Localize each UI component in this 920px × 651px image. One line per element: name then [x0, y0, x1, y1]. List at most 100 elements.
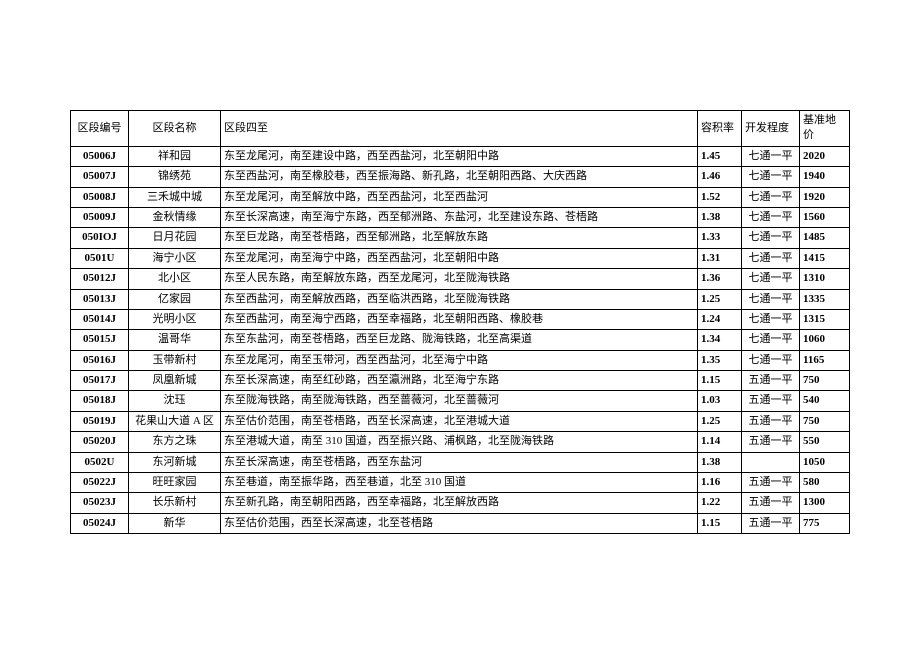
- cell-dev: 七通一平: [742, 350, 800, 370]
- table-row: 05008J三禾城中城东至龙尾河，南至解放中路，西至西盐河，北至西盐河1.52七…: [71, 187, 850, 207]
- cell-ratio: 1.33: [698, 228, 742, 248]
- cell-dev: 五通一平: [742, 493, 800, 513]
- cell-dev: 五通一平: [742, 371, 800, 391]
- cell-desc: 东至长深高速，南至海宁东路，西至郁洲路、东盐河，北至建设东路、苍梧路: [221, 207, 698, 227]
- cell-name: 花果山大道 A 区: [129, 411, 221, 431]
- cell-ratio: 1.52: [698, 187, 742, 207]
- cell-id: 05024J: [71, 513, 129, 533]
- cell-id: 05014J: [71, 309, 129, 329]
- cell-desc: 东至新孔路，南至朝阳西路，西至幸福路，北至解放西路: [221, 493, 698, 513]
- cell-dev: 七通一平: [742, 207, 800, 227]
- cell-desc: 东至龙尾河，南至玉带河，西至西盐河，北至海宁中路: [221, 350, 698, 370]
- cell-ratio: 1.35: [698, 350, 742, 370]
- cell-dev: 五通一平: [742, 432, 800, 452]
- cell-name: 锦绣苑: [129, 167, 221, 187]
- col-header-name: 区段名称: [129, 111, 221, 147]
- cell-id: 05023J: [71, 493, 129, 513]
- cell-id: 05019J: [71, 411, 129, 431]
- cell-ratio: 1.15: [698, 371, 742, 391]
- cell-price: 1050: [800, 452, 850, 472]
- cell-desc: 东至龙尾河，南至海宁中路，西至西盐河，北至朝阳中路: [221, 248, 698, 268]
- cell-name: 温哥华: [129, 330, 221, 350]
- cell-dev: 七通一平: [742, 228, 800, 248]
- cell-name: 新华: [129, 513, 221, 533]
- table-row: 05013J亿家园东至西盐河，南至解放西路，西至临洪西路，北至陇海铁路1.25七…: [71, 289, 850, 309]
- cell-dev: 五通一平: [742, 513, 800, 533]
- cell-name: 三禾城中城: [129, 187, 221, 207]
- table-body: 05006J祥和园东至龙尾河，南至建设中路，西至西盐河，北至朝阳中路1.45七通…: [71, 146, 850, 533]
- cell-price: 2020: [800, 146, 850, 166]
- cell-desc: 东至估价范围，南至苍梧路，西至长深高速，北至港城大道: [221, 411, 698, 431]
- cell-price: 580: [800, 473, 850, 493]
- col-header-price: 基准地价: [800, 111, 850, 147]
- cell-name: 凤凰新城: [129, 371, 221, 391]
- table-row: 05018J沈珏东至陇海铁路，南至陇海铁路，西至蔷薇河，北至蔷薇河1.03五通一…: [71, 391, 850, 411]
- cell-ratio: 1.22: [698, 493, 742, 513]
- cell-dev: 七通一平: [742, 248, 800, 268]
- cell-price: 1315: [800, 309, 850, 329]
- col-header-id: 区段编号: [71, 111, 129, 147]
- cell-price: 1060: [800, 330, 850, 350]
- cell-id: 05008J: [71, 187, 129, 207]
- cell-name: 东河新城: [129, 452, 221, 472]
- cell-price: 540: [800, 391, 850, 411]
- cell-name: 玉带新村: [129, 350, 221, 370]
- cell-dev: 七通一平: [742, 146, 800, 166]
- table-row: 05009J金秋情缘东至长深高速，南至海宁东路，西至郁洲路、东盐河，北至建设东路…: [71, 207, 850, 227]
- table-row: 05023J长乐新村东至新孔路，南至朝阳西路，西至幸福路，北至解放西路1.22五…: [71, 493, 850, 513]
- cell-id: 05017J: [71, 371, 129, 391]
- cell-ratio: 1.31: [698, 248, 742, 268]
- col-header-desc: 区段四至: [221, 111, 698, 147]
- cell-price: 1920: [800, 187, 850, 207]
- page: 区段编号 区段名称 区段四至 容积率 开发程度 基准地价 05006J祥和园东至…: [0, 0, 920, 534]
- cell-ratio: 1.14: [698, 432, 742, 452]
- cell-name: 日月花园: [129, 228, 221, 248]
- cell-ratio: 1.46: [698, 167, 742, 187]
- cell-dev: 七通一平: [742, 269, 800, 289]
- cell-id: 05016J: [71, 350, 129, 370]
- cell-price: 750: [800, 371, 850, 391]
- cell-name: 长乐新村: [129, 493, 221, 513]
- cell-ratio: 1.03: [698, 391, 742, 411]
- cell-price: 1485: [800, 228, 850, 248]
- table-row: 05016J玉带新村东至龙尾河，南至玉带河，西至西盐河，北至海宁中路1.35七通…: [71, 350, 850, 370]
- cell-desc: 东至估价范围，西至长深高速，北至苍梧路: [221, 513, 698, 533]
- cell-ratio: 1.15: [698, 513, 742, 533]
- cell-dev: 五通一平: [742, 391, 800, 411]
- cell-id: 050IOJ: [71, 228, 129, 248]
- cell-name: 东方之珠: [129, 432, 221, 452]
- cell-price: 1300: [800, 493, 850, 513]
- cell-ratio: 1.34: [698, 330, 742, 350]
- table-header-row: 区段编号 区段名称 区段四至 容积率 开发程度 基准地价: [71, 111, 850, 147]
- cell-desc: 东至龙尾河，南至建设中路，西至西盐河，北至朝阳中路: [221, 146, 698, 166]
- cell-name: 旺旺家园: [129, 473, 221, 493]
- table-row: 05024J新华东至估价范围，西至长深高速，北至苍梧路1.15五通一平775: [71, 513, 850, 533]
- table-row: 05022J旺旺家园东至巷道，南至振华路，西至巷道，北至 310 国道1.16五…: [71, 473, 850, 493]
- table-row: 05020J东方之珠东至港城大道，南至 310 国道，西至振兴路、浦枫路，北至陇…: [71, 432, 850, 452]
- cell-dev: 五通一平: [742, 473, 800, 493]
- cell-desc: 东至西盐河，南至海宁西路，西至幸福路，北至朝阳西路、橡胶巷: [221, 309, 698, 329]
- cell-id: 05013J: [71, 289, 129, 309]
- cell-price: 1415: [800, 248, 850, 268]
- cell-desc: 东至龙尾河，南至解放中路，西至西盐河，北至西盐河: [221, 187, 698, 207]
- cell-ratio: 1.25: [698, 411, 742, 431]
- cell-desc: 东至陇海铁路，南至陇海铁路，西至蔷薇河，北至蔷薇河: [221, 391, 698, 411]
- cell-id: 05012J: [71, 269, 129, 289]
- cell-price: 750: [800, 411, 850, 431]
- cell-ratio: 1.25: [698, 289, 742, 309]
- cell-desc: 东至巨龙路，南至苍梧路，西至郁洲路，北至解放东路: [221, 228, 698, 248]
- cell-price: 1310: [800, 269, 850, 289]
- cell-dev: 七通一平: [742, 167, 800, 187]
- cell-desc: 东至巷道，南至振华路，西至巷道，北至 310 国道: [221, 473, 698, 493]
- cell-name: 海宁小区: [129, 248, 221, 268]
- cell-ratio: 1.24: [698, 309, 742, 329]
- cell-ratio: 1.38: [698, 452, 742, 472]
- cell-name: 光明小区: [129, 309, 221, 329]
- cell-name: 北小区: [129, 269, 221, 289]
- table-row: 05019J花果山大道 A 区东至估价范围，南至苍梧路，西至长深高速，北至港城大…: [71, 411, 850, 431]
- cell-dev: 七通一平: [742, 309, 800, 329]
- cell-dev: 七通一平: [742, 289, 800, 309]
- cell-price: 1165: [800, 350, 850, 370]
- table-row: 0501U海宁小区东至龙尾河，南至海宁中路，西至西盐河，北至朝阳中路1.31七通…: [71, 248, 850, 268]
- cell-price: 1335: [800, 289, 850, 309]
